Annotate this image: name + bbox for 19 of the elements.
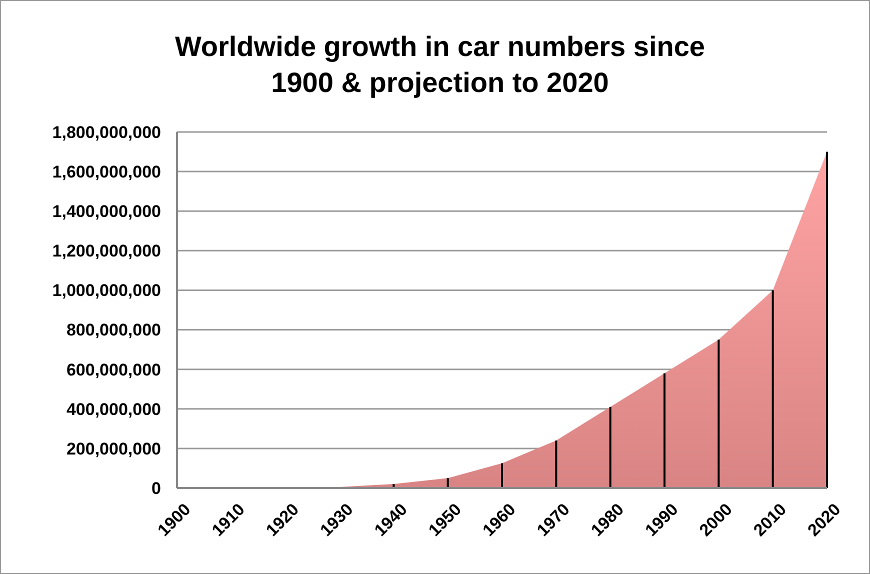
chart-title: Worldwide growth in car numbers since 1900 & projection to 2020 [174,31,706,98]
y-tick-label: 600,000,000 [66,360,161,380]
bar [664,373,666,488]
y-tick-label: 1,000,000,000 [52,281,161,300]
bar [446,478,449,488]
y-tick-label: 1,600,000,000 [52,162,161,182]
y-tick-label: 800,000,000 [66,320,161,340]
y-tick-label: 400,000,000 [66,400,161,419]
bar [826,152,828,488]
bar [609,406,612,488]
bar [501,463,503,488]
y-tick-label: 1,400,000,000 [52,202,161,222]
y-tick-label: 0 [152,478,161,498]
bar [772,290,774,488]
y-tick-label: 200,000,000 [66,439,161,458]
y-tick-label: 1,200,000,000 [52,242,161,261]
bar [718,340,720,488]
y-tick-label: 1,800,000,000 [52,122,161,142]
bar [555,440,558,488]
